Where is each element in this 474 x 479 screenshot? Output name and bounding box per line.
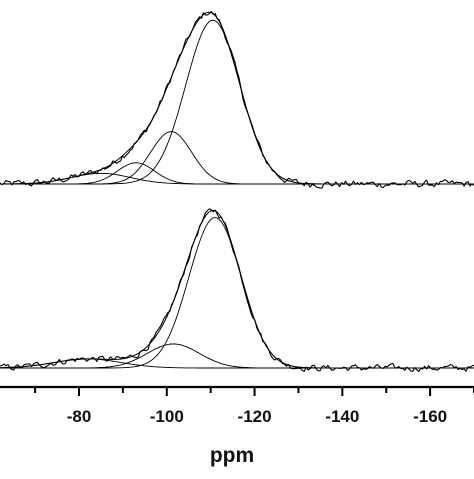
- x-tick-label: -120: [238, 407, 272, 426]
- x-axis: -80 -100 -120 -140 -160 ppm: [0, 385, 474, 467]
- bottom-component-line-3: [0, 343, 474, 369]
- bottom-fit-envelope-line: [0, 209, 474, 369]
- top-fit-envelope-line: [0, 11, 474, 185]
- top-component-line-4: [0, 162, 474, 185]
- bottom-component-line-4: [0, 358, 474, 369]
- top-experimental-line: [0, 10, 474, 189]
- panel-top: [0, 10, 474, 189]
- panels-layer: [0, 10, 474, 373]
- panel-bottom: [0, 208, 474, 373]
- x-tick-label: -160: [413, 407, 447, 426]
- bottom-experimental-line: [0, 208, 474, 373]
- top-component-line-3: [0, 131, 474, 185]
- x-ticks: -80 -100 -120 -140 -160: [34, 387, 474, 426]
- x-tick-label: -80: [67, 407, 92, 426]
- x-tick-label: -140: [325, 407, 359, 426]
- bottom-component-line-2: [0, 217, 474, 369]
- x-tick-label: -100: [150, 407, 184, 426]
- top-component-line-2: [0, 19, 474, 185]
- x-axis-title: ppm: [210, 444, 254, 467]
- top-component-line-5: [0, 172, 474, 185]
